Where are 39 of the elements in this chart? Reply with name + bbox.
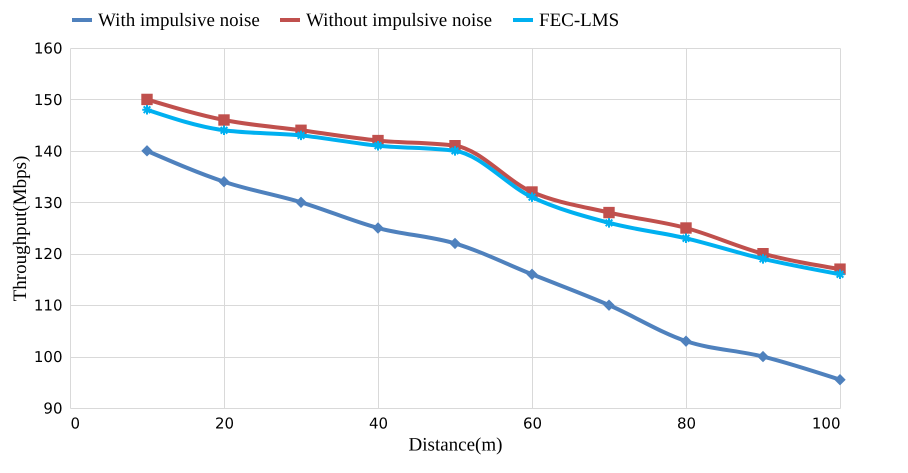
point [141, 104, 153, 116]
legend-label: FEC-LMS [539, 10, 620, 31]
point [680, 232, 692, 244]
x-tick-label: 80 [676, 414, 696, 432]
y-tick-label: 90 [43, 400, 62, 418]
legend-label: Without impulsive noise [306, 10, 492, 31]
point [757, 350, 769, 362]
point [603, 206, 615, 218]
point [526, 191, 538, 203]
x-tick-label: 60 [522, 414, 542, 432]
point [526, 268, 538, 280]
x-tick-label: 100 [812, 414, 840, 432]
y-tick-label: 100 [34, 348, 62, 366]
y-tick-label: 160 [34, 40, 62, 58]
point [834, 268, 846, 280]
y-tick-label: 140 [34, 142, 62, 160]
y-tick-label: 120 [34, 245, 62, 264]
x-tick-label: 20 [214, 414, 234, 432]
point [757, 253, 769, 265]
point [680, 222, 692, 234]
point [141, 145, 153, 157]
point [603, 217, 615, 229]
point [603, 299, 615, 311]
y-tick-label: 110 [34, 296, 62, 315]
point [834, 374, 846, 386]
point [449, 238, 461, 250]
point [372, 222, 384, 234]
point [141, 94, 153, 106]
y-axis-title: Throughput(Mbps) [10, 156, 31, 302]
point [680, 335, 692, 347]
legend-label: With impulsive noise [98, 10, 260, 31]
x-tick-label: 40 [368, 414, 388, 432]
y-tick-label: 150 [34, 90, 62, 109]
y-tick-label: 130 [34, 194, 62, 212]
point [295, 196, 307, 208]
point [218, 114, 230, 126]
point [218, 176, 230, 188]
x-axis-title: Distance(m) [408, 434, 502, 456]
x-tick-label: 0 [70, 414, 80, 432]
